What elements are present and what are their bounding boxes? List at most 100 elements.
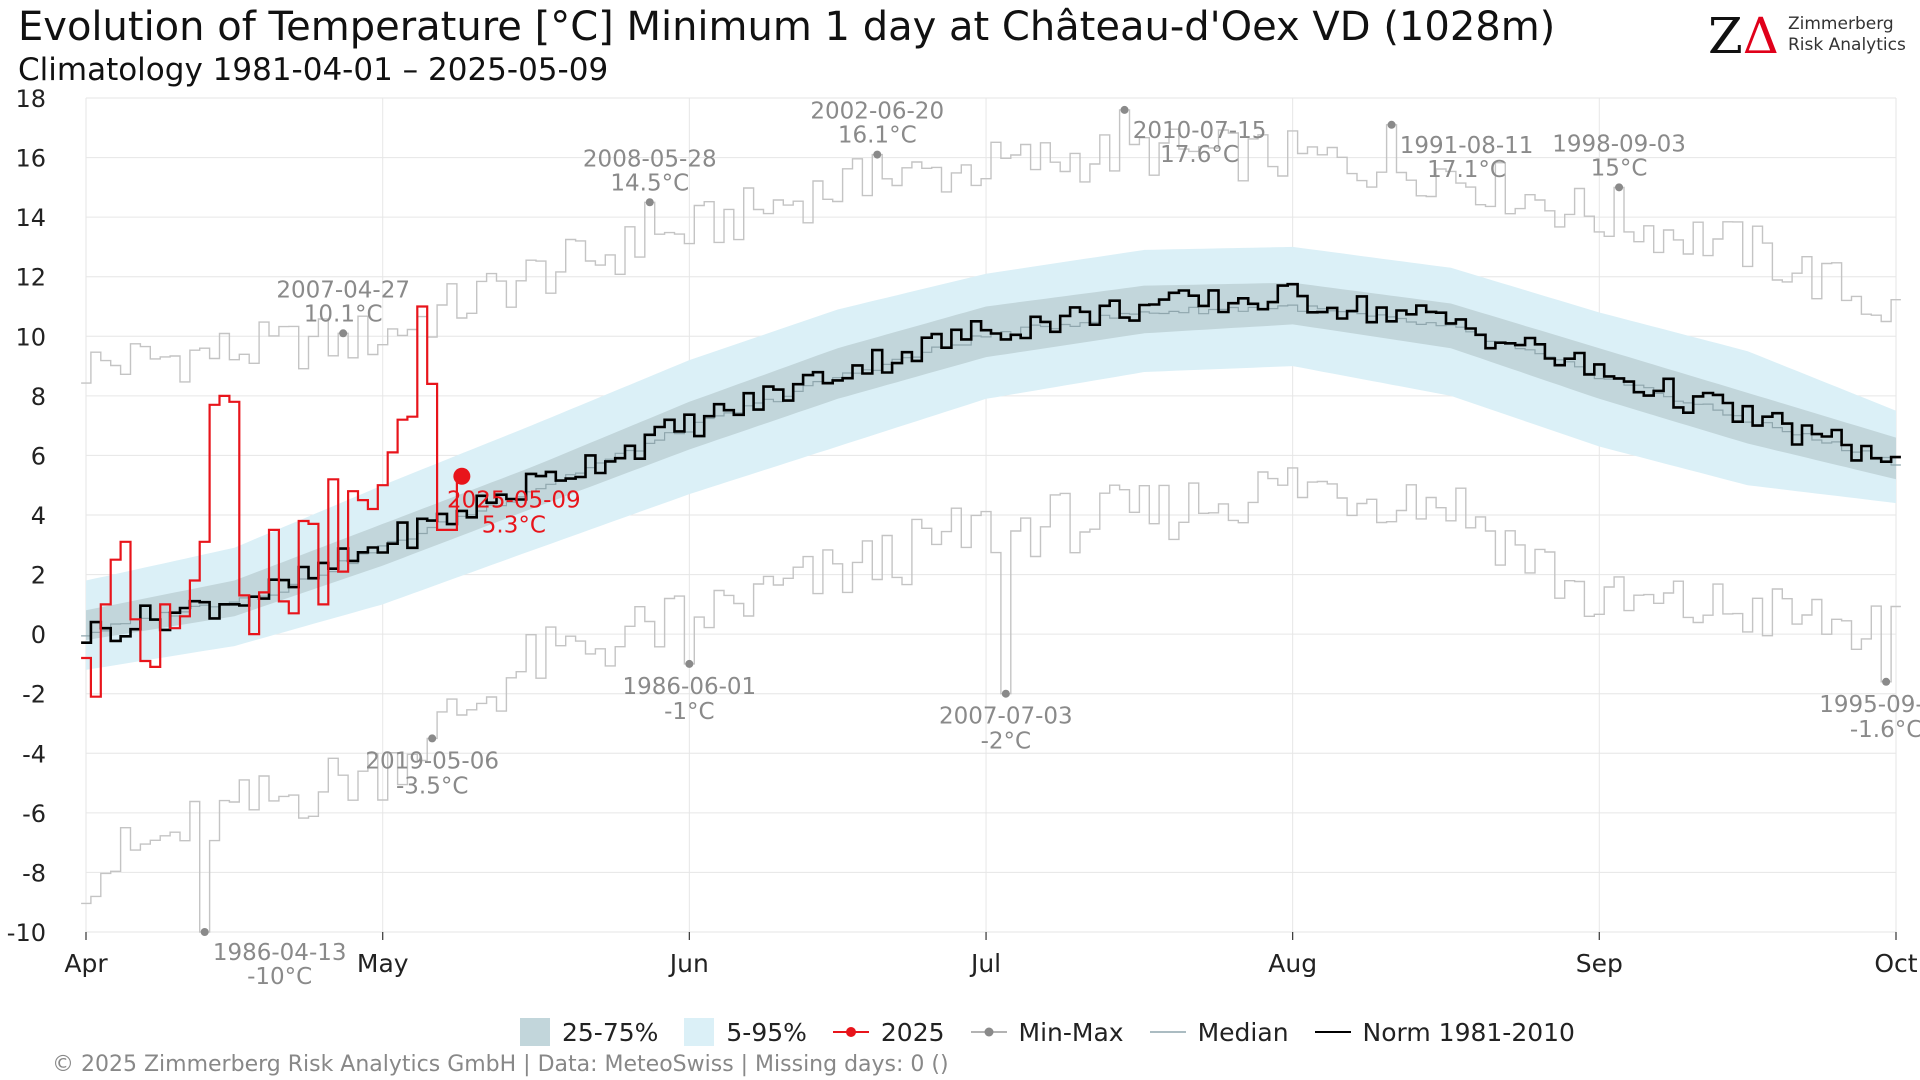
legend-item-norm: Norm 1981-2010 [1314,1017,1575,1047]
record-point [645,198,654,207]
record-value-label: 17.6°C [1160,142,1239,168]
legend-label-iqr: 25-75% [562,1017,659,1047]
legend-item-iqr: 25-75% [520,1018,658,1047]
y-tick-label: -4 [22,740,46,768]
record-point [1387,120,1396,129]
company-logo: ZΔ Zimmerberg Risk Analytics [1708,8,1908,64]
current-date-label: 2025-05-09 [447,487,581,513]
x-tick-label: Jul [969,949,1001,978]
record-annotation: 2019-05-06-3.5°C [365,748,499,799]
record-annotation: 1995-09-30-1.6°C [1819,692,1920,743]
legend-label-minmax: Min-Max [1018,1017,1124,1047]
record-date-label: 1995-09-30 [1819,692,1920,718]
y-tick-label: -8 [22,859,46,887]
record-point [1001,689,1010,698]
y-tick-label: 4 [31,502,46,530]
legend-label-p90: 5-95% [726,1017,807,1047]
logo-name-line2: Risk Analytics [1788,35,1906,55]
record-value-label: -1.6°C [1850,717,1920,743]
y-tick-label: 16 [15,145,46,173]
record-max-line [81,109,1901,384]
record-value-label: -1°C [664,699,715,725]
x-tick-label: Apr [64,949,108,978]
record-date-label: 2019-05-06 [365,748,499,774]
record-value-label: 17.1°C [1427,157,1506,183]
record-value-label: -2°C [981,729,1032,755]
record-value-label: -10°C [247,964,312,990]
y-tick-label: 6 [31,442,46,470]
record-point [1882,677,1891,686]
record-point [1120,105,1129,114]
y-tick-label: 8 [31,383,46,411]
x-tick-label: May [357,949,409,978]
y-tick-label: 18 [15,85,46,113]
y-tick-label: 2 [31,562,46,590]
legend-label-current: 2025 [880,1017,945,1047]
legend-item-minmax: Min-Max [970,1017,1124,1047]
record-point [200,928,209,936]
record-point [685,659,694,668]
legend-label-norm: Norm 1981-2010 [1362,1017,1575,1047]
y-tick-label: 14 [15,204,46,232]
legend-swatch-norm [1314,1031,1351,1033]
x-tick-label: Sep [1576,949,1623,978]
record-date-label: 2010-07-15 [1133,118,1267,144]
logo-mark: ZΔ [1708,7,1779,65]
legend-item-median: Median [1149,1017,1289,1047]
record-annotation: 2007-07-03-2°C [939,704,1073,755]
record-value-label: 16.1°C [838,123,917,149]
y-tick-label: -10 [7,919,46,947]
current-point [453,467,471,485]
legend-item-current: 2025 [832,1017,945,1047]
record-point [873,150,882,159]
band-5-95 [86,246,1896,670]
x-tick-label: Jun [668,949,709,978]
legend-swatch-minmax [970,1027,1007,1037]
record-date-label: 1991-08-11 [1400,133,1534,159]
norm-line [81,282,1901,644]
copyright-footer: © 2025 Zimmerberg Risk Analytics GmbH | … [52,1052,949,1077]
series-2025-line [81,305,467,698]
y-tick-label: 0 [31,621,46,649]
record-date-label: 2002-06-20 [810,99,944,125]
record-min-line [81,467,1901,933]
record-date-label: 2008-05-28 [583,146,717,172]
record-value-label: 15°C [1591,155,1648,181]
grid: -10 -8 -6 -4 -2 0 2 4 6 8 10 12 14 16 18 Apr May Jun Jul Au… [7,85,1918,978]
legend-swatch-median [1149,1031,1186,1033]
logo-name-line1: Zimmerberg [1788,14,1894,34]
band-25-75 [86,282,1896,641]
legend-swatch-current [832,1027,869,1037]
record-annotation: 1986-06-01-1°C [622,674,756,725]
record-value-label: 10.1°C [304,301,383,327]
x-tick-label: Oct [1874,949,1917,978]
record-date-label: 1986-04-13 [213,940,347,966]
record-date-label: 2007-04-27 [276,277,410,303]
record-date-label: 2007-07-03 [939,704,1073,730]
x-tick-label: Aug [1268,949,1317,978]
legend-label-median: Median [1197,1017,1289,1047]
y-tick-label: -6 [22,800,46,828]
legend-swatch-p90 [684,1018,715,1046]
record-date-label: 1998-09-03 [1552,131,1686,157]
record-value-label: -3.5°C [396,773,468,799]
legend-item-p90: 5-95% [684,1018,807,1047]
record-point [339,329,348,338]
chart-legend: 25-75% 5-95% 2025 Min-Max Median Norm 19… [520,1014,1601,1050]
legend-swatch-iqr [520,1018,550,1046]
record-date-label: 1986-06-01 [622,674,756,700]
y-tick-label: -2 [22,681,46,709]
record-value-label: 14.5°C [610,170,689,196]
current-value-label: 5.3°C [482,512,546,538]
chart-subtitle: Climatology 1981-04-01 – 2025-05-09 [18,52,609,88]
record-point [428,734,437,743]
logo-name: Zimmerberg Risk Analytics [1788,14,1906,56]
record-annotation: 1986-04-13-10°C [213,940,347,990]
